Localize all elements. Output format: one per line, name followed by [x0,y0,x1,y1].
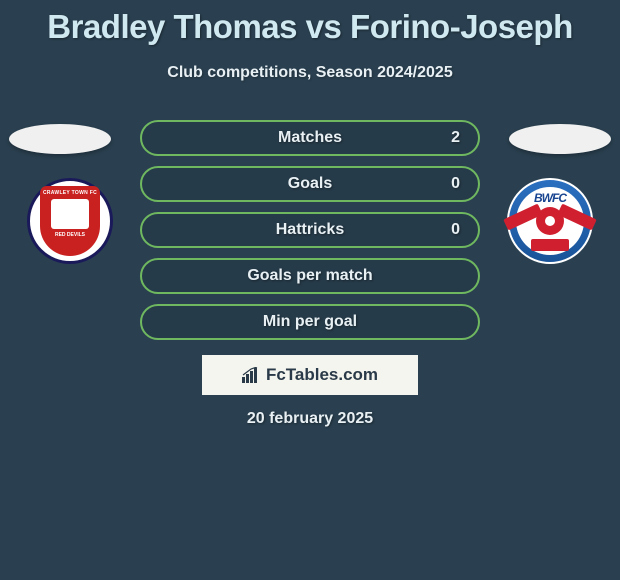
stat-row: Min per goal [140,304,480,340]
bolton-badge-icon: BWFC [516,187,584,255]
stat-value-right: 0 [451,221,460,239]
stat-label: Matches [278,129,342,147]
comparison-subtitle: Club competitions, Season 2024/2025 [0,64,620,82]
stats-container: Matches 2 Goals 0 Hattricks 0 Goals per … [140,120,480,350]
stat-row: Goals per match [140,258,480,294]
stat-label: Hattricks [276,221,344,239]
stat-value-right: 0 [451,175,460,193]
stat-row: Hattricks 0 [140,212,480,248]
stat-label: Min per goal [263,313,357,331]
club-badge-right: BWFC [507,178,593,264]
comparison-date: 20 february 2025 [0,410,620,428]
rose-icon [536,207,564,235]
club-badge-left: CRAWLEY TOWN FC RED DEVILS [27,178,113,264]
branding-text: FcTables.com [266,365,378,385]
ribbon-icon [531,239,569,251]
branding-box: FcTables.com [202,355,418,395]
badge-left-bottom-text: RED DEVILS [55,232,85,238]
stat-value-right: 2 [451,129,460,147]
stat-label: Goals per match [247,267,372,285]
comparison-title: Bradley Thomas vs Forino-Joseph [0,0,620,46]
chart-icon [242,367,260,383]
badge-left-top-text: CRAWLEY TOWN FC [43,190,97,196]
stat-row: Goals 0 [140,166,480,202]
stat-row: Matches 2 [140,120,480,156]
crawley-shield-icon: CRAWLEY TOWN FC RED DEVILS [40,186,100,256]
player1-avatar [9,124,111,154]
badge-right-letters: BWFC [516,191,584,205]
stat-label: Goals [288,175,332,193]
badge-left-inner-icon [51,199,89,229]
player2-avatar [509,124,611,154]
